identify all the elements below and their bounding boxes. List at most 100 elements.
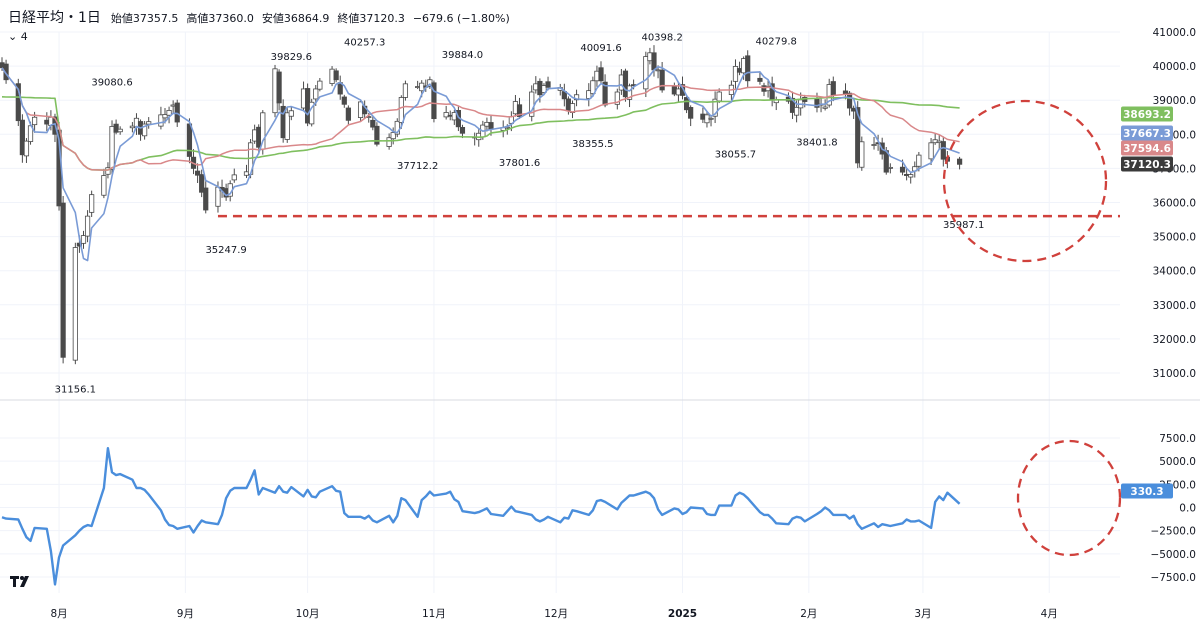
candle-body xyxy=(345,107,351,121)
low-value: 安値36864.9 xyxy=(261,12,330,25)
candle-body xyxy=(614,91,620,105)
price-tick-label: 41000.0 xyxy=(1153,27,1196,39)
price-tick-label: 39000.0 xyxy=(1153,95,1196,107)
x-tick-label: 2025 xyxy=(668,608,697,620)
price-tick-label: 32000.0 xyxy=(1153,334,1196,346)
x-tick-label: 3月 xyxy=(914,608,931,620)
candle-body xyxy=(545,81,551,88)
candle-body xyxy=(745,55,751,82)
candle-body xyxy=(957,158,963,165)
oscillator-line xyxy=(1,447,961,586)
candle-body xyxy=(341,96,347,105)
ma-long-line xyxy=(1,96,960,171)
candle-body xyxy=(688,107,694,119)
candle-body xyxy=(309,101,315,125)
x-tick-label: 10月 xyxy=(296,608,320,620)
candle-body xyxy=(732,66,739,82)
candle-body xyxy=(89,194,95,213)
x-tick-label: 8月 xyxy=(50,608,67,620)
candle-body xyxy=(712,98,718,117)
indicator-count: 4 xyxy=(20,30,28,43)
osc-tick-label: 0.0 xyxy=(1179,503,1196,515)
candle-body xyxy=(488,122,494,130)
price-tick-label: 36000.0 xyxy=(1153,198,1196,210)
candle-body xyxy=(887,166,893,169)
price-tick-label: 35000.0 xyxy=(1153,232,1196,244)
x-tick-label: 12月 xyxy=(544,608,568,620)
candle-body xyxy=(284,112,290,140)
candle-body xyxy=(166,110,172,116)
ma-short-tag: 37667.3 xyxy=(1121,125,1173,141)
change-value: −679.6 (−1.80%) xyxy=(412,12,510,25)
tag-text: 37120.3 xyxy=(1123,159,1171,171)
osc-tick-label: 5000.0 xyxy=(1159,456,1196,468)
x-tick-label: 11月 xyxy=(422,608,446,620)
candle-body xyxy=(643,56,649,90)
osc-tick-label: 7500.0 xyxy=(1159,433,1196,445)
candle-body xyxy=(459,127,466,134)
candle-body xyxy=(101,175,107,196)
osc-tick-label: −5000.0 xyxy=(1150,549,1196,561)
candle-body xyxy=(398,97,404,123)
candle-body xyxy=(814,98,820,108)
price-tick-label: 33000.0 xyxy=(1153,300,1196,312)
chevron-down-icon: ⌄ xyxy=(8,30,18,43)
osc-tick-label: −2500.0 xyxy=(1150,526,1196,538)
candle-body xyxy=(855,107,861,164)
highlight-circle-osc xyxy=(1016,439,1122,557)
candle-body xyxy=(80,235,87,244)
candle-body xyxy=(117,128,123,133)
candle-body xyxy=(313,88,319,100)
tag-text: 330.3 xyxy=(1130,486,1163,498)
high-value: 高値37360.0 xyxy=(186,12,254,25)
candle-body xyxy=(794,106,800,116)
candle-body xyxy=(859,141,865,168)
candle-body xyxy=(374,125,380,145)
candle-body xyxy=(60,202,66,358)
candle-body xyxy=(708,117,714,120)
highlight-circle-price xyxy=(942,99,1108,263)
candle-body xyxy=(402,83,409,98)
candle-body xyxy=(162,114,168,119)
candle-body xyxy=(199,174,205,193)
candle-body xyxy=(431,82,437,120)
price-annotation: 38055.7 xyxy=(715,149,756,160)
close-value: 終値37120.3 xyxy=(337,12,405,25)
candle-body xyxy=(846,92,853,109)
tag-text: 37667.3 xyxy=(1123,128,1171,140)
price-annotation: 39080.6 xyxy=(91,77,132,88)
osc-tick-label: −7500.0 xyxy=(1150,572,1196,584)
indicator-toggle[interactable]: ⌄ 4 xyxy=(8,30,28,43)
ma-mid-tag: 37594.6 xyxy=(1121,140,1173,156)
tv-logo-icon xyxy=(10,576,29,587)
candle-body xyxy=(586,90,592,99)
ma-mid-line xyxy=(1,67,960,171)
candle-body xyxy=(72,247,78,361)
price-annotation: 37712.2 xyxy=(397,161,438,172)
x-tick-label: 9月 xyxy=(177,608,194,620)
candle-body xyxy=(822,106,828,109)
symbol-title[interactable]: 日経平均・1日 xyxy=(8,10,101,26)
candle-body xyxy=(105,167,111,175)
x-tick-label: 4月 xyxy=(1041,608,1058,620)
candle-body xyxy=(333,70,339,81)
tradingview-logo[interactable] xyxy=(10,574,36,590)
candle-body xyxy=(516,104,523,117)
candle-body xyxy=(626,85,633,100)
candle-body xyxy=(113,123,119,133)
last-price-tag: 37120.3 xyxy=(1121,156,1173,172)
candle-body xyxy=(15,83,21,122)
candle-body xyxy=(899,166,906,173)
price-tick-label: 31000.0 xyxy=(1153,368,1196,380)
candle-body xyxy=(394,120,400,135)
candle-body xyxy=(598,67,604,82)
price-annotation: 40398.2 xyxy=(641,33,682,44)
price-tick-label: 40000.0 xyxy=(1153,61,1196,73)
price-annotation: 35987.1 xyxy=(943,220,984,231)
candle-body xyxy=(317,80,323,90)
candle-body xyxy=(231,174,237,181)
candle-body xyxy=(651,52,657,71)
price-annotation: 39884.0 xyxy=(442,50,483,61)
price-tick-label: 34000.0 xyxy=(1153,266,1196,278)
